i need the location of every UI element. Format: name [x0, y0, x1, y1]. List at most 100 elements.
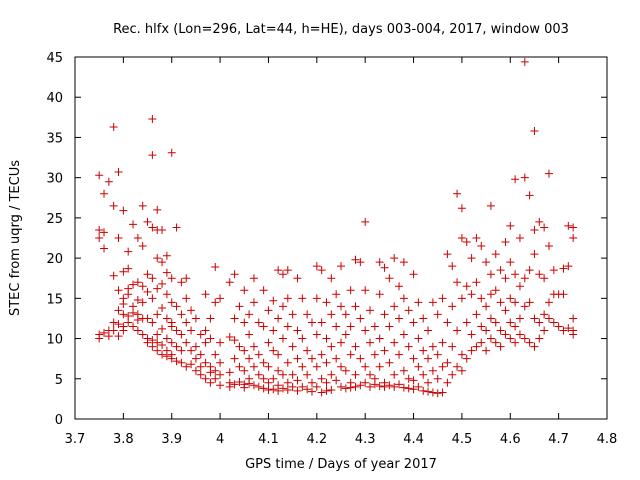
data-point [496, 326, 505, 335]
data-point [569, 234, 578, 242]
data-point [540, 310, 549, 319]
data-point [264, 386, 273, 395]
data-point [100, 228, 109, 237]
y-tick-label: 15 [46, 292, 63, 307]
data-point [230, 380, 239, 389]
data-point [370, 350, 379, 359]
y-tick-label: 0 [55, 413, 63, 428]
data-point [312, 262, 321, 271]
data-point [366, 306, 375, 315]
data-point [162, 352, 171, 361]
data-point [346, 286, 355, 295]
data-point [216, 358, 225, 367]
data-point [119, 326, 128, 335]
data-point [274, 266, 283, 275]
data-point [535, 217, 544, 226]
data-point [153, 338, 162, 347]
data-point [259, 358, 268, 367]
data-point [457, 350, 466, 359]
data-point [337, 362, 345, 371]
data-point [472, 342, 481, 351]
data-point [133, 234, 142, 242]
data-point [167, 274, 176, 283]
chart-title: Rec. hlfx (Lon=296, Lat=44, h=HE), days … [113, 22, 569, 37]
data-point [158, 350, 167, 359]
data-point [124, 290, 133, 299]
data-point [167, 354, 176, 363]
data-point [114, 332, 123, 341]
data-point [216, 370, 225, 379]
data-point [317, 388, 326, 397]
data-point [443, 358, 452, 367]
data-point [525, 266, 534, 275]
data-point [351, 382, 360, 391]
data-point [158, 279, 167, 288]
data-point [530, 314, 539, 323]
x-tick-label: 4.4 [403, 432, 424, 447]
data-point [453, 278, 462, 287]
data-point [564, 324, 573, 333]
data-point [322, 386, 331, 395]
data-point [288, 382, 297, 391]
data-point [216, 338, 225, 347]
data-point [201, 338, 210, 347]
data-point [525, 191, 534, 200]
data-point [438, 388, 447, 397]
data-point [95, 171, 104, 180]
data-point [225, 278, 234, 287]
data-point [153, 330, 162, 339]
data-point [496, 266, 505, 275]
data-point [148, 294, 157, 303]
data-point [235, 342, 244, 351]
data-point [414, 362, 423, 371]
data-point [303, 385, 312, 394]
data-point [153, 284, 162, 293]
data-point [312, 294, 321, 303]
data-point [395, 380, 404, 389]
data-point [298, 334, 307, 343]
data-point [138, 330, 147, 339]
x-tick-label: 3.7 [65, 432, 86, 447]
data-point [114, 234, 123, 242]
data-point [162, 334, 171, 343]
data-point [501, 238, 510, 247]
data-point [148, 151, 157, 160]
data-point [109, 318, 118, 327]
data-point [245, 330, 254, 339]
data-point [167, 338, 176, 347]
data-point [216, 381, 225, 390]
data-point [278, 334, 287, 343]
data-point [264, 306, 273, 315]
data-point [327, 342, 336, 351]
data-point [201, 326, 210, 335]
data-point [143, 287, 152, 296]
data-point [269, 346, 278, 355]
data-point [133, 278, 142, 287]
data-point [259, 286, 268, 295]
data-point [303, 346, 312, 355]
data-point [124, 318, 133, 327]
data-point [293, 376, 302, 385]
data-point [129, 280, 138, 289]
data-point [172, 302, 181, 311]
data-point [119, 267, 128, 276]
data-point [501, 306, 510, 315]
data-point [259, 322, 268, 331]
data-point [385, 274, 394, 283]
data-point [520, 334, 529, 343]
data-point [143, 217, 152, 226]
data-point [409, 354, 418, 363]
data-point [337, 302, 345, 311]
data-point [428, 366, 437, 375]
data-point [322, 378, 331, 387]
data-point [259, 374, 268, 383]
data-point [491, 250, 500, 259]
data-point [216, 294, 225, 303]
data-point [462, 282, 471, 291]
data-point [525, 298, 534, 307]
data-point [404, 384, 413, 393]
data-point [404, 374, 413, 383]
data-point [269, 296, 278, 305]
data-point [95, 225, 104, 234]
data-point [419, 314, 428, 323]
